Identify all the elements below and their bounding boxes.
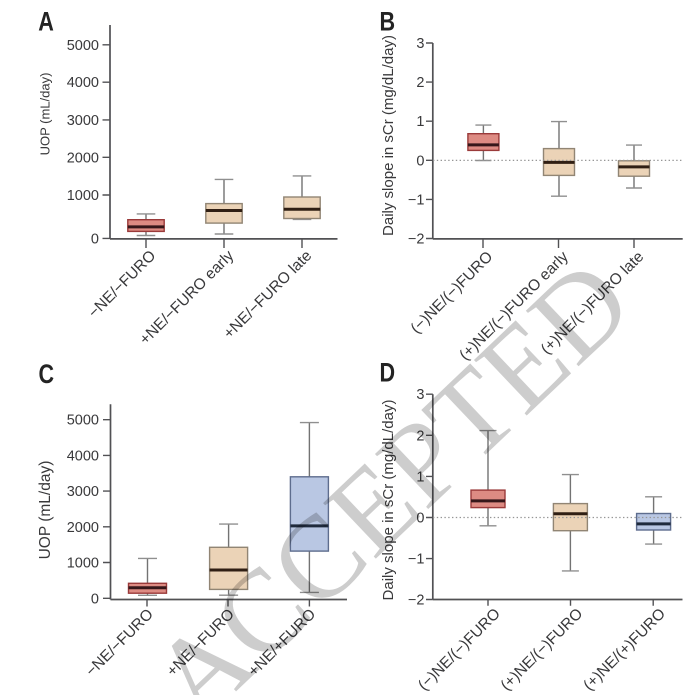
svg-text:4000: 4000: [67, 448, 99, 464]
svg-text:1000: 1000: [67, 188, 99, 204]
svg-text:0: 0: [416, 511, 424, 527]
svg-text:1: 1: [416, 469, 424, 485]
svg-text:−1: −1: [408, 552, 425, 568]
svg-text:1: 1: [416, 114, 424, 130]
svg-text:UOP (mL/day): UOP (mL/day): [37, 461, 54, 560]
svg-text:5000: 5000: [67, 38, 99, 54]
svg-text:2000: 2000: [67, 150, 99, 166]
svg-text:0: 0: [416, 153, 424, 169]
svg-text:5000: 5000: [67, 413, 99, 429]
svg-text:0: 0: [91, 231, 99, 247]
svg-text:C: C: [39, 360, 55, 390]
svg-text:−1: −1: [408, 192, 425, 208]
svg-text:−NE/−FURO: −NE/−FURO: [85, 247, 159, 321]
svg-text:(−)NE/(−)FURO: (−)NE/(−)FURO: [415, 605, 504, 694]
svg-text:D: D: [380, 358, 396, 388]
svg-text:1000: 1000: [67, 556, 99, 572]
svg-text:2: 2: [416, 75, 424, 91]
svg-text:(+)NE/(+)FURO: (+)NE/(+)FURO: [580, 605, 669, 694]
svg-text:3: 3: [416, 387, 424, 403]
svg-text:2000: 2000: [67, 520, 99, 536]
svg-text:4000: 4000: [67, 75, 99, 91]
svg-text:3: 3: [416, 36, 424, 52]
svg-text:3000: 3000: [67, 113, 99, 129]
svg-text:0: 0: [91, 591, 99, 607]
svg-text:(+)NE/(−)FURO: (+)NE/(−)FURO: [498, 605, 587, 694]
svg-text:2: 2: [416, 428, 424, 444]
svg-text:Daily slope in sCr (mg/dL/day): Daily slope in sCr (mg/dL/day): [380, 400, 397, 601]
svg-text:Daily slope in sCr (mg/dL/day): Daily slope in sCr (mg/dL/day): [380, 35, 397, 236]
svg-text:−2: −2: [408, 232, 425, 248]
svg-text:−2: −2: [408, 593, 425, 609]
svg-text:3000: 3000: [67, 484, 99, 500]
svg-text:B: B: [380, 7, 396, 37]
svg-text:UOP (mL/day): UOP (mL/day): [38, 73, 53, 156]
svg-text:A: A: [38, 7, 54, 37]
